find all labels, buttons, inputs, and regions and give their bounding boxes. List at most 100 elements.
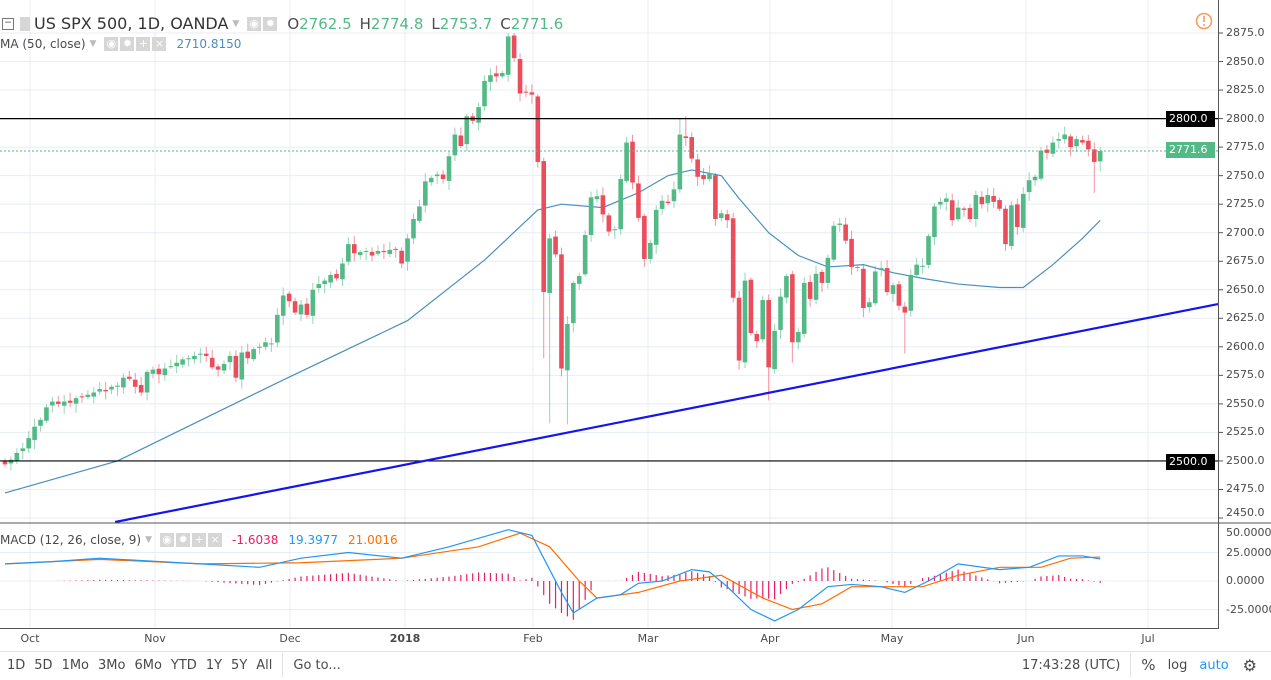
high-label: H <box>359 14 371 33</box>
candle-body <box>618 179 623 230</box>
candle-body <box>1026 180 1032 193</box>
range-all-button[interactable]: All <box>256 657 273 673</box>
candle <box>1068 134 1073 157</box>
close-icon[interactable]: × <box>152 37 167 51</box>
price-tick-label: 2675.0 <box>1226 254 1265 268</box>
macd-tick-label: 25.0000 <box>1226 545 1271 559</box>
collapse-icon[interactable]: − <box>2 17 14 30</box>
symbol-title[interactable]: US SPX 500, 1D, OANDA <box>34 14 229 33</box>
candle <box>476 102 481 131</box>
candle <box>109 384 114 395</box>
candle <box>215 364 221 377</box>
candle <box>1062 126 1067 144</box>
price-tick-label: 2650.0 <box>1226 282 1265 296</box>
gear-icon[interactable]: ✹ <box>176 533 191 547</box>
range-ytd-button[interactable]: YTD <box>170 657 197 673</box>
candle-body <box>754 334 760 342</box>
candle <box>991 187 996 208</box>
candle <box>316 276 322 293</box>
price-tick-label: 2450.0 <box>1226 506 1265 519</box>
price-tick-label: 2825.0 <box>1226 83 1265 97</box>
eye-icon[interactable]: ◉ <box>247 16 262 31</box>
candle <box>132 372 138 394</box>
eye-icon[interactable]: ◉ <box>104 37 119 51</box>
candle-body <box>920 265 925 267</box>
candle-body <box>174 362 179 367</box>
candle <box>813 265 819 305</box>
candle-body <box>8 459 14 464</box>
candle <box>760 295 766 343</box>
gear-icon[interactable]: ✹ <box>120 37 135 51</box>
candle-body <box>908 274 914 311</box>
candle <box>618 174 623 235</box>
chevron-down-icon[interactable]: ▼ <box>232 18 240 29</box>
range-6mo-button[interactable]: 6Mo <box>134 657 162 673</box>
candle-body <box>938 201 943 205</box>
candle-body <box>239 352 245 380</box>
range-5d-button[interactable]: 5D <box>34 657 53 673</box>
eye-icon[interactable]: ◉ <box>160 533 175 547</box>
candle <box>328 271 333 289</box>
candle-body <box>50 401 55 406</box>
candle <box>20 442 26 460</box>
macd-tick-label: -25.0000 <box>1226 602 1271 616</box>
candle <box>742 272 748 369</box>
low-value: 2753.7 <box>439 14 493 33</box>
candle <box>239 345 245 389</box>
candle <box>961 206 967 217</box>
candle-body <box>221 363 227 371</box>
price-tick-label: 2850.0 <box>1226 54 1265 68</box>
candle <box>91 386 97 404</box>
candle <box>571 280 576 333</box>
range-5y-button[interactable]: 5Y <box>231 657 248 673</box>
candle <box>653 205 659 254</box>
price-tick-label: 2750.0 <box>1226 168 1265 182</box>
ma-title[interactable]: MA (50, close) <box>0 37 86 51</box>
close-icon[interactable]: × <box>208 533 223 547</box>
candle <box>150 366 156 379</box>
plus-icon[interactable]: + <box>192 533 207 547</box>
candle-body <box>369 251 375 256</box>
goto-button[interactable]: Go to... <box>293 657 341 673</box>
candle-body <box>2 460 8 465</box>
candle <box>61 394 67 414</box>
candle <box>73 395 79 413</box>
chevron-down-icon[interactable]: ▼ <box>89 39 97 49</box>
alert-circle-icon[interactable] <box>1195 12 1213 30</box>
candle-body <box>689 137 695 159</box>
auto-toggle[interactable]: auto <box>1199 657 1229 673</box>
range-1mo-button[interactable]: 1Mo <box>61 657 90 673</box>
candle-body <box>488 75 493 82</box>
candle <box>795 327 801 350</box>
log-toggle[interactable]: log <box>1167 657 1188 673</box>
drawings[interactable] <box>0 117 1219 524</box>
candle <box>221 360 227 374</box>
chevron-down-icon[interactable]: ▼ <box>145 535 153 545</box>
candle <box>505 33 511 82</box>
candle <box>535 94 541 168</box>
gear-icon[interactable]: ✹ <box>263 16 278 31</box>
range-1d-button[interactable]: 1D <box>7 657 26 673</box>
range-3mo-button[interactable]: 3Mo <box>98 657 126 673</box>
candle-body <box>357 252 363 256</box>
candle <box>55 395 61 408</box>
macd-value: 19.3977 <box>288 533 338 547</box>
candle <box>825 254 831 289</box>
percent-toggle[interactable]: % <box>1141 656 1156 674</box>
candle-body <box>269 343 274 345</box>
candle-body <box>707 173 712 180</box>
signal-line <box>4 532 1101 611</box>
range-1y-button[interactable]: 1Y <box>205 657 223 673</box>
flag-icon[interactable] <box>20 16 30 31</box>
chart-canvas[interactable] <box>0 0 1271 651</box>
price-tick-label: 2875.0 <box>1226 26 1265 39</box>
candle-body <box>251 349 256 360</box>
candle <box>855 264 860 272</box>
gear-icon[interactable]: ⚙ <box>1242 655 1257 675</box>
candle <box>547 233 552 424</box>
candle-body <box>440 174 446 180</box>
plus-icon[interactable]: + <box>136 37 151 51</box>
candle-body <box>642 216 647 259</box>
candle-body <box>701 174 706 180</box>
macd-title[interactable]: MACD (12, 26, close, 9) <box>0 533 142 547</box>
